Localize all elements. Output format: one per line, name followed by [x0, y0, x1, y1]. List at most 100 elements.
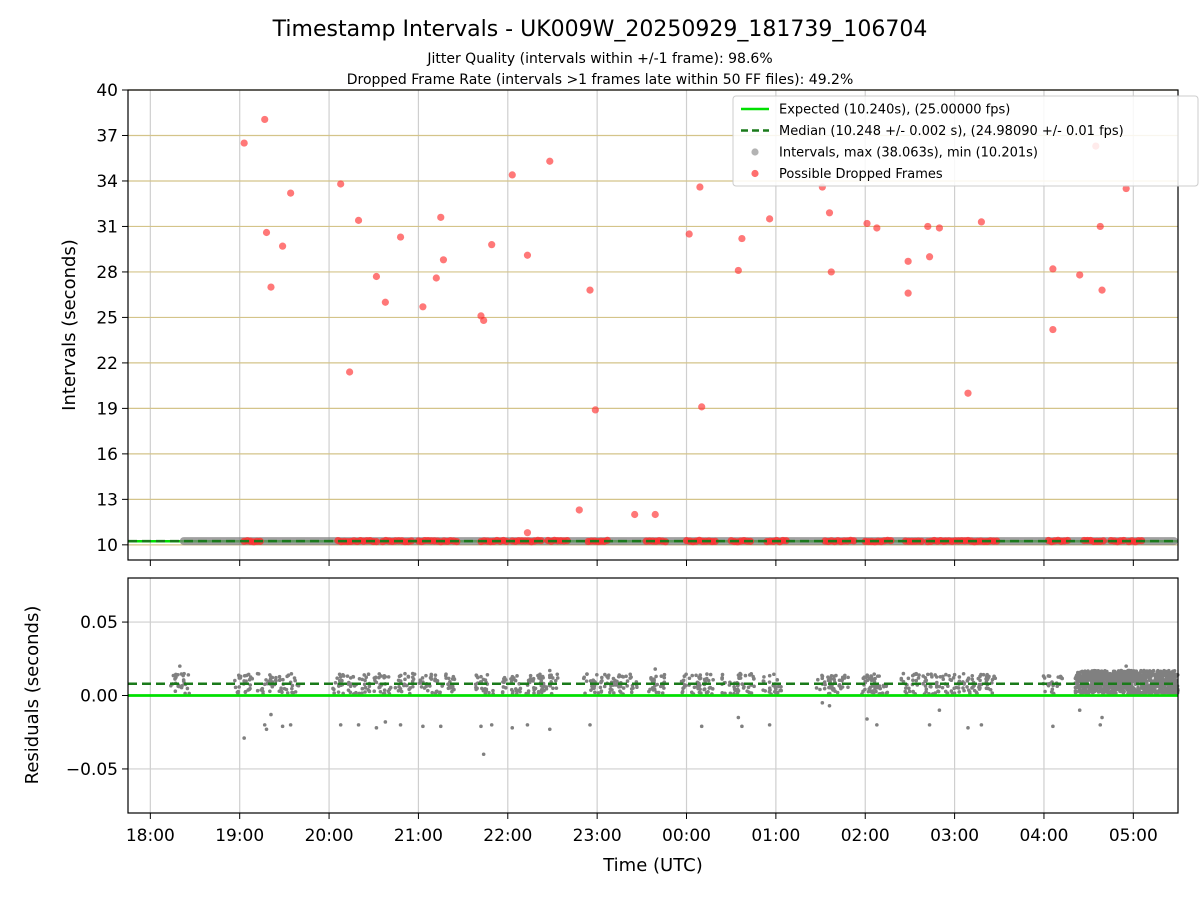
- residual-point: [660, 691, 665, 695]
- residual-point: [1060, 676, 1065, 681]
- residual-point: [1100, 677, 1105, 682]
- residual-point: [720, 672, 725, 677]
- residual-point: [827, 685, 831, 690]
- residual-point: [1076, 672, 1080, 676]
- residual-point: [877, 684, 882, 688]
- residual-point: [419, 685, 424, 689]
- residual-point: [732, 684, 736, 689]
- residual-point: [1096, 676, 1100, 681]
- residual-point: [696, 686, 700, 691]
- residual-point: [924, 687, 929, 691]
- residual-point: [502, 680, 506, 685]
- residual-point: [740, 682, 745, 686]
- residual-point: [480, 686, 484, 691]
- residual-point: [1095, 672, 1100, 676]
- residual-point: [875, 723, 879, 727]
- chart-title: Timestamp Intervals - UK009W_20250929_18…: [272, 17, 928, 42]
- dropped-frame-point: [575, 506, 583, 514]
- residual-point: [332, 687, 336, 692]
- residual-point: [435, 689, 439, 694]
- residual-point: [728, 691, 733, 696]
- dropped-frame-point: [1049, 325, 1057, 334]
- dropped-frame-point: [488, 241, 496, 249]
- residual-point: [990, 691, 995, 695]
- residual-point: [541, 685, 545, 690]
- residual-point: [277, 674, 282, 679]
- residual-point: [407, 687, 411, 692]
- residual-point: [629, 675, 633, 679]
- residual-point: [698, 673, 703, 677]
- dropped-frame-point: [262, 228, 271, 237]
- residual-point: [1077, 689, 1082, 694]
- residual-point: [1084, 676, 1088, 680]
- residual-point: [403, 677, 407, 682]
- y-tick-label: 22: [96, 354, 118, 374]
- residual-point: [1098, 685, 1102, 690]
- residual-point: [531, 685, 536, 690]
- residual-point: [421, 724, 425, 729]
- residual-point: [1087, 691, 1091, 695]
- dropped-frame-point: [924, 222, 932, 231]
- chart-subtitle-jitter: Jitter Quality (intervals within +/-1 fr…: [426, 51, 772, 67]
- residual-point: [351, 675, 356, 679]
- residual-point: [649, 677, 653, 681]
- residual-point: [984, 686, 989, 691]
- y-tick-label: 40: [96, 81, 118, 101]
- residual-point: [536, 691, 541, 695]
- residual-point: [776, 684, 781, 689]
- residual-point: [925, 672, 930, 677]
- dropped-frame-point: [827, 268, 835, 276]
- residual-point: [264, 678, 268, 682]
- residual-point: [181, 679, 186, 683]
- residual-point: [774, 687, 778, 691]
- residual-point: [373, 678, 377, 683]
- legend: Expected (10.240s), (25.00000 fps) Median…: [732, 95, 1199, 187]
- residual-point: [937, 684, 942, 689]
- legend-label: Intervals, max (38.063s), min (10.201s): [779, 146, 1038, 161]
- residual-point: [1156, 675, 1161, 679]
- bottom-ylabel: Residuals (seconds): [22, 606, 43, 785]
- residual-point: [1127, 691, 1131, 695]
- residual-point: [433, 673, 438, 677]
- residual-point: [1098, 723, 1103, 727]
- residual-point: [260, 686, 265, 691]
- residual-point: [738, 676, 743, 680]
- residual-point: [762, 675, 766, 679]
- residual-point: [916, 676, 921, 680]
- axes-frame: [127, 89, 1179, 561]
- residual-point: [1126, 669, 1131, 673]
- dropped-frame-point: [437, 213, 445, 221]
- residual-point: [654, 674, 658, 679]
- residual-point: [846, 675, 850, 680]
- residual-point: [947, 674, 951, 678]
- dropped-frame-point: [546, 157, 554, 165]
- residual-point: [403, 671, 407, 676]
- residual-point: [652, 678, 656, 683]
- residual-point: [1158, 690, 1162, 694]
- residual-point: [873, 687, 877, 691]
- dropped-frame-point: [372, 272, 381, 281]
- residual-point: [658, 684, 663, 689]
- residual-point: [957, 675, 962, 679]
- dropped-frame-point: [1122, 184, 1130, 193]
- residual-point: [917, 673, 921, 677]
- dropped-frame-point: [925, 253, 934, 261]
- residual-point: [684, 683, 688, 688]
- residual-point: [970, 686, 974, 690]
- residual-point: [625, 679, 630, 683]
- residual-point: [631, 686, 635, 690]
- residual-point: [547, 727, 552, 732]
- residual-point: [450, 677, 455, 681]
- residual-point: [933, 673, 937, 677]
- residual-point: [618, 684, 623, 689]
- residual-point: [377, 685, 381, 690]
- residual-point: [1141, 677, 1145, 682]
- residual-point: [424, 684, 428, 689]
- y-tick-label: 10: [96, 536, 118, 556]
- residual-point: [869, 689, 874, 693]
- residual-point: [880, 691, 885, 696]
- residual-point: [532, 691, 536, 695]
- residual-point: [180, 683, 184, 688]
- residual-point: [526, 689, 531, 693]
